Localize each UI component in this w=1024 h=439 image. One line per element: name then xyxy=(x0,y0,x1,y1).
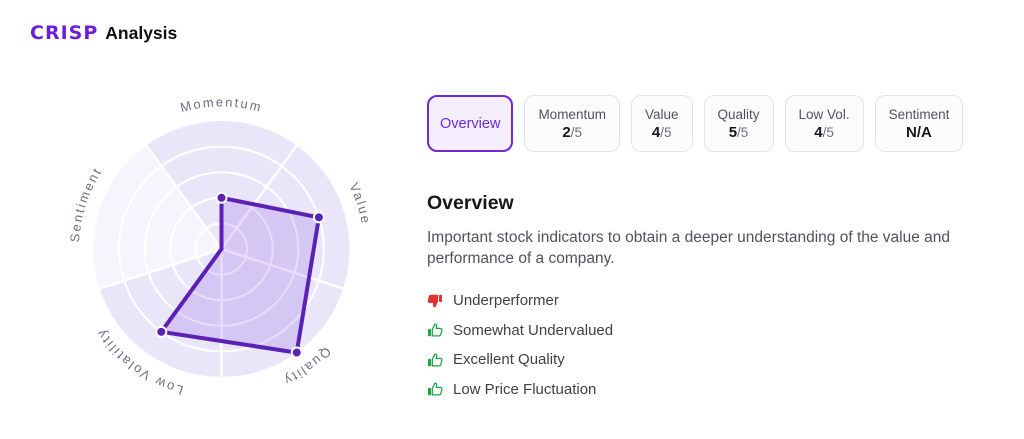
radar-chart-container: Momentum Value Quality Low Volatility Sentim… xyxy=(28,70,418,425)
indicator-list: Underperformer Somewhat Undervalued Exce… xyxy=(427,286,992,404)
tab-low-vol[interactable]: Low Vol. 4/5 xyxy=(784,95,864,152)
tab-score: 2/5 xyxy=(562,123,582,141)
tab-label: Sentiment xyxy=(888,106,950,122)
thumbs-up-icon xyxy=(427,322,443,338)
tab-label: Overview xyxy=(440,115,501,132)
brand-logo: CRISP xyxy=(30,22,99,44)
list-item: Excellent Quality xyxy=(427,345,992,375)
tab-label: Quality xyxy=(717,106,760,122)
thumbs-up-icon xyxy=(427,352,443,368)
tab-quality[interactable]: Quality 5/5 xyxy=(703,95,774,152)
thumbs-down-icon xyxy=(427,293,443,309)
tab-momentum[interactable]: Momentum 2/5 xyxy=(524,95,620,152)
tab-label: Value xyxy=(644,106,679,122)
app-title: Analysis xyxy=(105,23,178,43)
details-panel: Overview Momentum 2/5 Value 4/5 Quality … xyxy=(427,95,992,404)
tab-score: 5/5 xyxy=(728,123,749,141)
tab-score: N/A xyxy=(906,123,932,141)
header: CRISP Analysis xyxy=(30,22,177,44)
list-item: Underperformer xyxy=(427,286,992,316)
section-heading: Overview xyxy=(427,192,514,214)
indicator-label: Low Price Fluctuation xyxy=(453,380,597,398)
tab-value[interactable]: Value 4/5 xyxy=(630,95,693,152)
indicator-label: Excellent Quality xyxy=(453,351,565,369)
indicator-label: Somewhat Undervalued xyxy=(453,321,614,339)
tab-overview[interactable]: Overview xyxy=(427,95,514,152)
score-tabs: Overview Momentum 2/5 Value 4/5 Quality … xyxy=(427,95,992,152)
list-item: Low Price Fluctuation xyxy=(427,375,992,405)
tab-sentiment[interactable]: Sentiment N/A xyxy=(874,95,964,152)
svg-text:Momentum: Momentum xyxy=(179,94,265,115)
thumbs-up-icon xyxy=(427,381,443,397)
tab-label: Momentum xyxy=(538,106,606,122)
tab-label: Low Vol. xyxy=(798,106,850,122)
tab-score: 4/5 xyxy=(651,123,672,141)
list-item: Somewhat Undervalued xyxy=(427,316,992,346)
section-description: Important stock indicators to obtain a d… xyxy=(427,229,951,267)
tab-score: 4/5 xyxy=(814,123,834,141)
indicator-label: Underperformer xyxy=(453,292,559,310)
svg-text:Value: Value xyxy=(346,180,374,226)
